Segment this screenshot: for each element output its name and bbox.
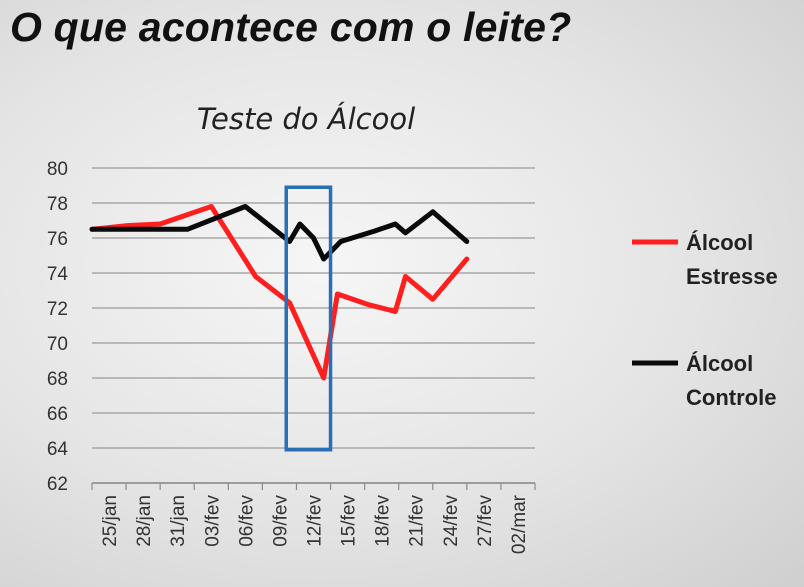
y-tick-label: 78 — [47, 194, 68, 215]
x-tick-label: 24/fev — [441, 495, 462, 547]
y-tick-label: 76 — [47, 229, 68, 250]
y-tick-labels: 62 64 66 68 70 72 74 76 78 80 — [47, 159, 69, 495]
y-tick-label: 62 — [47, 474, 68, 495]
x-tick-labels: 25/jan 28/jan 31/jan 03/fev 06/fev 09/fev 12/f… — [100, 494, 530, 554]
x-tick-label: 31/jan — [168, 495, 189, 547]
x-tick-label: 06/fev — [236, 495, 257, 547]
highlight-layer — [284, 185, 333, 452]
series-line-alcool-controle — [89, 204, 470, 262]
x-tick-label: 09/fev — [270, 495, 291, 547]
y-tick-label: 66 — [47, 404, 68, 425]
highlight-box — [284, 185, 333, 452]
x-tick-label: 18/fev — [373, 495, 394, 547]
x-tick-label: 15/fev — [339, 495, 360, 547]
y-tick-label: 74 — [47, 264, 69, 285]
chart-title: Teste do Álcool — [197, 102, 415, 136]
y-tick-label: 80 — [47, 159, 68, 180]
x-tick-label: 21/fev — [407, 495, 428, 547]
y-tick-label: 72 — [47, 299, 68, 320]
x-tick-label: 03/fev — [202, 495, 223, 547]
x-tick-label: 12/fev — [305, 495, 326, 547]
legend-label: Álcool Estresse — [686, 230, 778, 289]
legend: Álcool Estresse Álcool Controle — [632, 230, 778, 410]
y-tick-label: 70 — [47, 334, 68, 355]
y-tick-label: 68 — [47, 369, 68, 390]
x-tick-label: 28/jan — [134, 495, 155, 547]
slide-title: O que acontece com o leite? — [10, 4, 572, 50]
x-tick-label: 02/mar — [509, 494, 530, 554]
y-tick-label: 64 — [47, 439, 69, 460]
x-tick-label: 25/jan — [100, 495, 121, 547]
series-layer — [89, 204, 470, 381]
series-line-alcool-estresse — [89, 204, 470, 381]
grid-layer — [91, 167, 536, 490]
legend-label: Álcool Controle — [686, 351, 776, 410]
x-tick-label: 27/fev — [475, 495, 496, 547]
